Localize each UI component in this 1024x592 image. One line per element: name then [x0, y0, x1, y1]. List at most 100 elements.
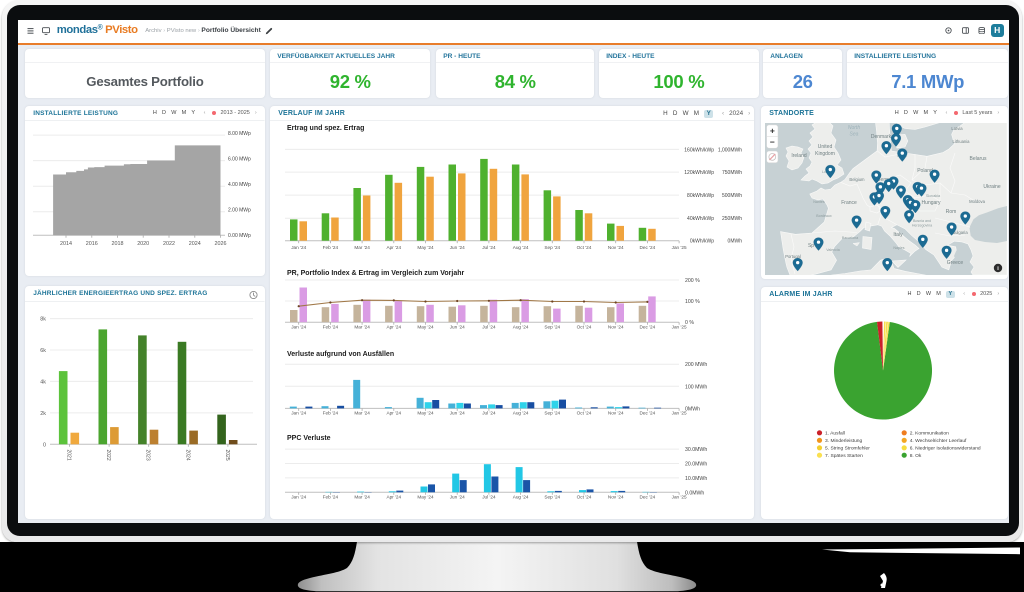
svg-text:80kWh/kWp: 80kWh/kWp	[687, 193, 714, 199]
svg-text:PR, Portfolio Index & Ertrag i: PR, Portfolio Index & Ertrag im Vergleic…	[287, 270, 465, 277]
svg-text:8. Ok: 8. Ok	[910, 453, 922, 459]
svg-text:Apr '24: Apr '24	[387, 324, 402, 329]
svg-text:Nov '24: Nov '24	[608, 494, 624, 499]
svg-text:Jan '25: Jan '25	[672, 494, 687, 499]
svg-text:0MWh: 0MWh	[728, 238, 743, 244]
svg-text:Feb '24: Feb '24	[323, 494, 339, 499]
svg-text:Dec '24: Dec '24	[640, 410, 656, 415]
svg-text:Jan '25: Jan '25	[672, 245, 687, 250]
svg-text:0.00 MWp: 0.00 MWp	[228, 233, 251, 239]
svg-text:Belgium: Belgium	[850, 177, 866, 182]
svg-text:Apr '24: Apr '24	[387, 494, 402, 499]
svg-text:2024: 2024	[189, 241, 201, 247]
svg-text:Kingdom: Kingdom	[815, 151, 835, 157]
svg-text:Aug '24: Aug '24	[513, 494, 529, 499]
svg-text:Feb '24: Feb '24	[323, 410, 339, 415]
svg-text:Feb '24: Feb '24	[323, 324, 339, 329]
svg-text:Dec '24: Dec '24	[640, 324, 656, 329]
svg-text:0.0MWh: 0.0MWh	[685, 490, 704, 496]
svg-text:Feb '24: Feb '24	[323, 245, 339, 250]
svg-text:Oct '24: Oct '24	[577, 494, 592, 499]
svg-text:May '24: May '24	[418, 245, 435, 250]
svg-text:Nov '24: Nov '24	[608, 410, 624, 415]
svg-text:Portugal: Portugal	[785, 254, 801, 259]
svg-text:750MWh: 750MWh	[722, 170, 742, 176]
svg-text:Latvia: Latvia	[952, 126, 964, 131]
svg-text:United: United	[818, 144, 833, 150]
svg-text:Jul '24: Jul '24	[482, 245, 496, 250]
svg-text:Belarus: Belarus	[970, 156, 987, 162]
svg-text:Moldova: Moldova	[969, 199, 985, 204]
svg-text:Sep '24: Sep '24	[545, 324, 561, 329]
svg-text:2021: 2021	[66, 449, 72, 460]
svg-text:Aug '24: Aug '24	[513, 245, 529, 250]
svg-text:Ukraine: Ukraine	[984, 184, 1001, 190]
svg-text:1. Ausfall: 1. Ausfall	[825, 430, 845, 436]
svg-text:Jan '24: Jan '24	[291, 324, 306, 329]
svg-text:Jun '24: Jun '24	[450, 494, 465, 499]
svg-text:500MWh: 500MWh	[722, 193, 742, 199]
svg-text:Mar '24: Mar '24	[355, 494, 371, 499]
svg-text:Aug '24: Aug '24	[513, 410, 529, 415]
svg-text:Sep '24: Sep '24	[545, 410, 561, 415]
svg-text:100 MWh: 100 MWh	[685, 384, 707, 390]
svg-text:Jan '25: Jan '25	[672, 410, 687, 415]
svg-text:Denmark: Denmark	[871, 134, 892, 140]
svg-text:Jul '24: Jul '24	[482, 410, 496, 415]
svg-text:Oct '24: Oct '24	[577, 245, 592, 250]
svg-text:4. Wechselrichter Leerlauf: 4. Wechselrichter Leerlauf	[910, 438, 967, 444]
svg-text:Barcelona: Barcelona	[842, 236, 858, 240]
svg-text:Oct '24: Oct '24	[577, 410, 592, 415]
svg-text:Rom: Rom	[946, 209, 957, 215]
svg-text:Jun '24: Jun '24	[450, 324, 465, 329]
svg-text:0 %: 0 %	[685, 320, 694, 326]
svg-text:8k: 8k	[40, 316, 46, 322]
svg-text:Sep '24: Sep '24	[545, 494, 561, 499]
svg-text:2026: 2026	[215, 241, 227, 247]
svg-text:Jan '24: Jan '24	[291, 494, 306, 499]
svg-text:May '24: May '24	[418, 324, 435, 329]
svg-text:20.0MWh: 20.0MWh	[685, 461, 707, 467]
svg-text:2022: 2022	[105, 449, 111, 460]
svg-text:Jul '24: Jul '24	[482, 324, 496, 329]
svg-text:Apr '24: Apr '24	[387, 245, 402, 250]
svg-text:May '24: May '24	[418, 494, 435, 499]
svg-text:Sp: Sp	[808, 243, 814, 249]
svg-text:8.00 MWp: 8.00 MWp	[228, 131, 251, 137]
svg-text:250MWh: 250MWh	[722, 216, 742, 222]
svg-text:Jul '24: Jul '24	[482, 494, 496, 499]
svg-text:Nov '24: Nov '24	[608, 324, 624, 329]
svg-text:Bordeaux: Bordeaux	[816, 214, 832, 218]
svg-text:Mar '24: Mar '24	[355, 410, 371, 415]
svg-text:Greece: Greece	[947, 260, 964, 266]
svg-text:2022: 2022	[163, 241, 175, 247]
svg-text:6. Niedriger Isolationswiderst: 6. Niedriger Isolationswiderstand	[910, 445, 981, 451]
svg-text:Sep '24: Sep '24	[545, 245, 561, 250]
svg-text:Sea: Sea	[850, 131, 859, 137]
svg-text:2025: 2025	[224, 449, 230, 460]
svg-text:40kWh/kWp: 40kWh/kWp	[687, 216, 714, 222]
svg-text:−: −	[770, 137, 775, 147]
svg-text:6k: 6k	[40, 348, 46, 354]
svg-text:Jan '24: Jan '24	[291, 245, 306, 250]
svg-text:Jan '24: Jan '24	[291, 410, 306, 415]
svg-text:0MWh: 0MWh	[685, 406, 700, 412]
svg-text:Oct '24: Oct '24	[577, 324, 592, 329]
svg-text:1,000MWh: 1,000MWh	[718, 147, 742, 153]
svg-text:Naples: Naples	[894, 246, 905, 250]
svg-text:200 MWh: 200 MWh	[685, 362, 707, 368]
svg-text:200 %: 200 %	[685, 278, 700, 284]
svg-text:Bulgaria: Bulgaria	[953, 230, 969, 235]
svg-text:30.0MWh: 30.0MWh	[685, 447, 707, 453]
svg-text:Slovakia: Slovakia	[926, 194, 941, 198]
svg-text:+: +	[770, 125, 775, 135]
svg-text:0: 0	[43, 442, 46, 448]
svg-text:Dec '24: Dec '24	[640, 245, 656, 250]
svg-text:North: North	[848, 125, 860, 131]
svg-text:PPC Verluste: PPC Verluste	[287, 435, 331, 442]
svg-text:10.0MWh: 10.0MWh	[685, 476, 707, 482]
svg-text:120kWh/kWp: 120kWh/kWp	[684, 170, 714, 176]
svg-text:Bosnia and: Bosnia and	[913, 219, 931, 223]
svg-text:4k: 4k	[40, 379, 46, 385]
svg-text:Ireland: Ireland	[792, 153, 808, 159]
